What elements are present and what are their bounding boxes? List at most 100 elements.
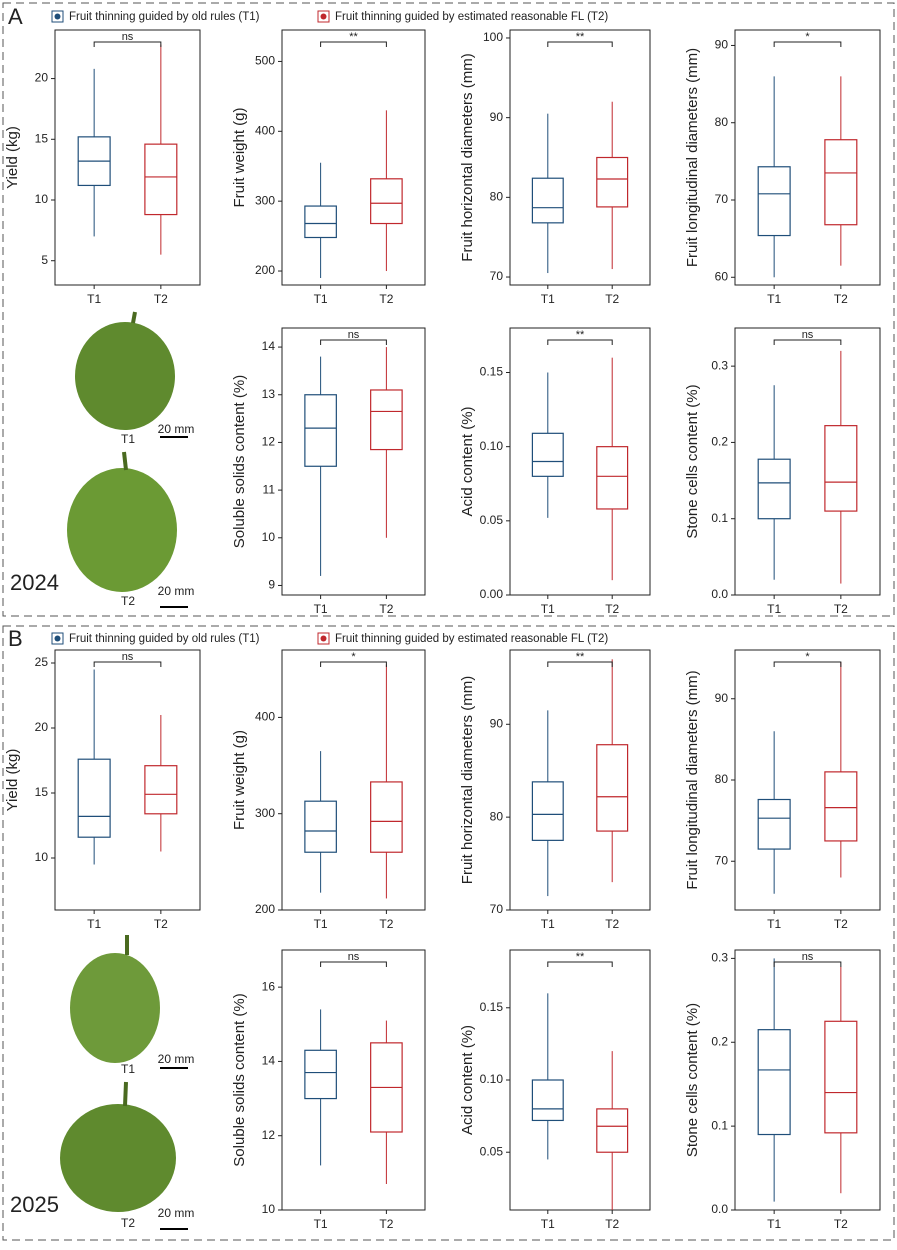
- y-tick-label: 70: [715, 853, 729, 867]
- y-tick-label: 80: [715, 115, 729, 129]
- y-tick-label: 70: [490, 902, 504, 916]
- x-tick-label: T1: [314, 292, 328, 306]
- plot-frame: [509, 949, 651, 1211]
- y-tick-label: 11: [263, 482, 276, 496]
- legend-key-dot: [320, 13, 327, 20]
- panel-label: A: [8, 4, 23, 29]
- fruit: [75, 322, 175, 430]
- box: [304, 1049, 337, 1100]
- stem: [123, 1081, 128, 1107]
- plot-frame: [281, 949, 426, 1211]
- significance-bracket: [547, 41, 613, 47]
- y-tick-label: 0.2: [711, 1034, 728, 1048]
- box: [144, 143, 178, 216]
- significance: ns: [122, 31, 134, 43]
- significance-bracket: [547, 339, 613, 345]
- significance-bracket: [547, 961, 613, 967]
- significance: **: [576, 329, 585, 341]
- y-axis-label: Fruit weight (g): [231, 730, 248, 830]
- x-tick-label: T1: [541, 1217, 555, 1231]
- y-axis-label: Soluble solids content (%): [231, 375, 248, 548]
- y-axis-label: Acid content (%): [459, 406, 476, 516]
- image-label: T2: [121, 1216, 135, 1230]
- y-tick-label: 13: [262, 387, 276, 401]
- legend-label: Fruit thinning guided by estimated reaso…: [335, 11, 608, 23]
- y-tick-label: 12: [262, 435, 276, 449]
- box: [531, 1079, 564, 1122]
- y-tick-label: 0.15: [480, 365, 504, 379]
- y-tick-label: 0.1: [711, 1118, 728, 1132]
- fruit: [67, 468, 177, 592]
- x-tick-label: T1: [767, 917, 781, 931]
- year-label: 2024: [10, 570, 59, 595]
- significance-bracket: [773, 339, 842, 345]
- plot-frame: [509, 649, 651, 911]
- plot-frame: [54, 29, 201, 286]
- y-axis-label: Fruit longitudinal diameters (mm): [684, 670, 701, 889]
- y-tick-label: 10: [35, 192, 49, 206]
- y-axis-label: Stone cells content (%): [684, 384, 701, 538]
- y-tick-label: 0.3: [711, 951, 728, 965]
- x-tick-label: T2: [154, 292, 168, 306]
- y-tick-label: 0.10: [480, 439, 504, 453]
- box: [757, 1029, 791, 1136]
- box: [596, 446, 629, 510]
- legend-key-dot: [54, 13, 61, 20]
- significance: ns: [348, 951, 360, 963]
- y-tick-label: 80: [490, 190, 504, 204]
- legend-key: [51, 10, 64, 23]
- y-axis-label: Fruit longitudinal diameters (mm): [684, 48, 701, 267]
- box: [824, 425, 858, 512]
- y-axis-label: Soluble solids content (%): [231, 993, 248, 1166]
- y-tick-label: 400: [255, 123, 275, 137]
- box: [757, 798, 791, 850]
- significance: *: [805, 31, 810, 43]
- legend-key: [317, 10, 330, 23]
- y-tick-label: 200: [255, 902, 275, 916]
- y-axis-label: Acid content (%): [459, 1025, 476, 1135]
- y-axis-label: Fruit horizontal diameters (mm): [459, 53, 476, 261]
- y-tick-label: 0.05: [480, 513, 504, 527]
- year-label: 2025: [10, 1192, 59, 1217]
- x-tick-label: T2: [605, 1217, 619, 1231]
- y-tick-label: 5: [41, 253, 48, 267]
- significance: *: [351, 651, 356, 663]
- y-tick-label: 0.15: [480, 1000, 504, 1014]
- y-tick-label: 14: [262, 339, 276, 353]
- x-tick-label: T1: [314, 602, 328, 616]
- y-tick-label: 16: [262, 979, 276, 993]
- y-tick-label: 10: [262, 1202, 276, 1216]
- y-tick-label: 0.0: [711, 587, 728, 601]
- y-tick-label: 70: [715, 192, 729, 206]
- box: [304, 205, 337, 239]
- panel-border: [2, 625, 895, 1241]
- y-tick-label: 0.10: [480, 1072, 504, 1086]
- x-tick-label: T1: [541, 917, 555, 931]
- box: [596, 744, 629, 832]
- scale-label: 20 mm: [158, 422, 195, 436]
- y-axis-label: Yield (kg): [4, 126, 21, 189]
- box: [757, 166, 791, 237]
- y-tick-label: 0.3: [711, 358, 728, 372]
- y-axis-label: Yield (kg): [4, 749, 21, 812]
- y-tick-label: 60: [715, 269, 729, 283]
- legend-label: Fruit thinning guided by old rules (T1): [69, 11, 260, 23]
- fruit: [70, 953, 160, 1063]
- y-tick-label: 25: [35, 655, 49, 669]
- y-tick-label: 0.05: [480, 1144, 504, 1158]
- significance: ns: [802, 329, 814, 341]
- plot-frame: [734, 949, 881, 1211]
- box: [596, 156, 629, 208]
- y-tick-label: 70: [490, 269, 504, 283]
- scale-label: 20 mm: [158, 1206, 195, 1220]
- y-tick-label: 80: [715, 772, 729, 786]
- scale-label: 20 mm: [158, 584, 195, 598]
- stem: [122, 451, 128, 471]
- significance: **: [576, 951, 585, 963]
- y-tick-label: 9: [268, 578, 275, 592]
- x-tick-label: T1: [767, 602, 781, 616]
- x-tick-label: T2: [834, 602, 848, 616]
- plot-frame: [54, 649, 201, 911]
- y-tick-label: 90: [490, 110, 504, 124]
